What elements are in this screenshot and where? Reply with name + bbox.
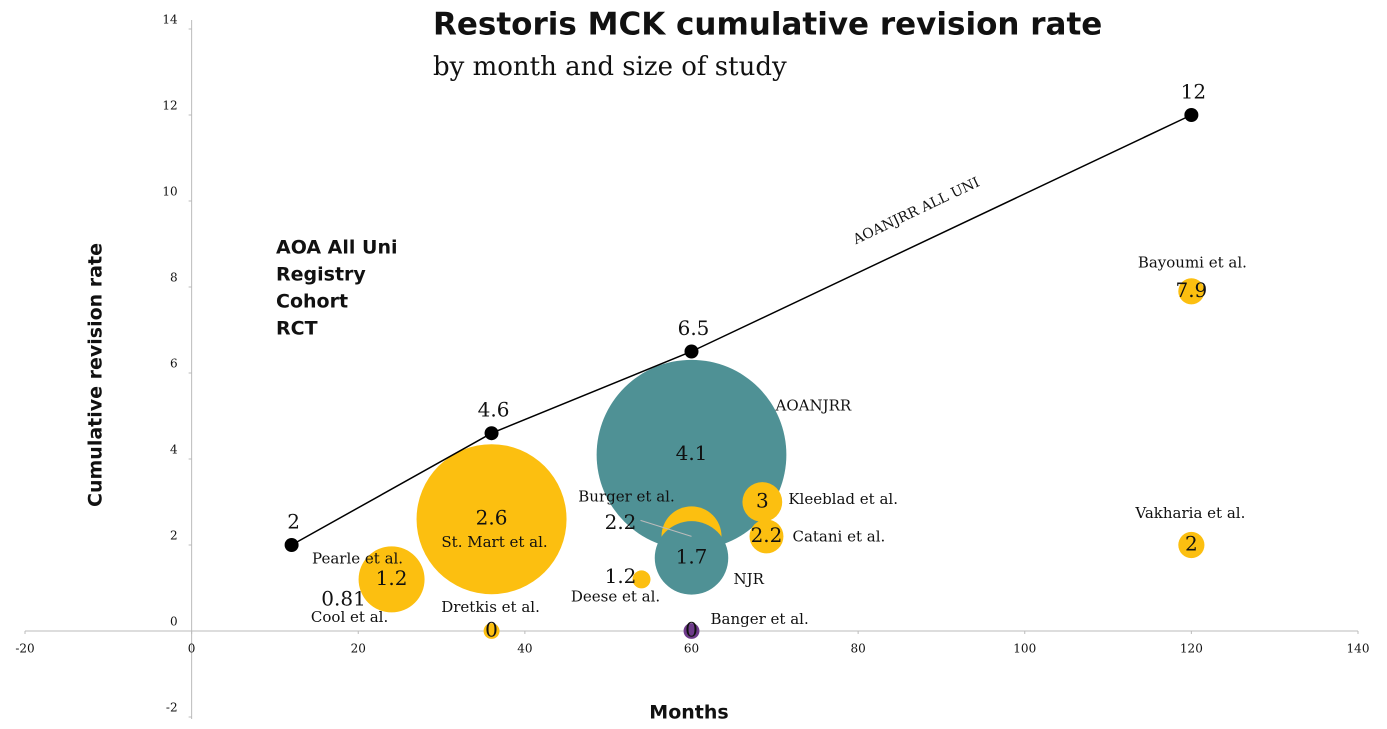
value-label: 0 (685, 618, 698, 642)
value-label: 1.2 (376, 566, 408, 590)
x-tick-label: 100 (1013, 642, 1036, 656)
point-label: Catani et al. (792, 527, 885, 545)
point-label: NJR (734, 570, 765, 588)
bubble (654, 521, 729, 595)
leader-line (640, 519, 692, 537)
x-tick-label: 140 (1347, 642, 1370, 656)
x-tick-label: 20 (351, 642, 366, 656)
value-label: 2 (287, 510, 300, 534)
bubble (483, 623, 500, 639)
x-tick-label: 0 (188, 642, 196, 656)
x-tick-label: 60 (684, 642, 699, 656)
point-label: Pearle et al. (312, 549, 403, 567)
legend-entry: Registry (276, 264, 366, 286)
point-label: Burger et al. (578, 487, 674, 505)
line (291, 114, 1192, 546)
value-label: 2.2 (751, 523, 783, 547)
bubble (1178, 278, 1205, 305)
y-tick-label: 10 (162, 185, 177, 199)
bubble (1178, 531, 1205, 559)
legend-entry: AOA All Uni (276, 237, 397, 259)
y-tick-label: 2 (170, 529, 178, 543)
value-label: 6.5 (678, 316, 710, 340)
x-tick-label: 40 (517, 642, 532, 656)
line-point (284, 538, 299, 552)
x-tick-label: 80 (850, 642, 865, 656)
chart-title: Restoris MCK cumulative revision rate (433, 7, 1102, 43)
x-tick-label: -20 (15, 642, 34, 656)
value-label: 4.1 (676, 441, 708, 465)
line-point (484, 426, 499, 441)
legend-entry: RCT (276, 318, 318, 340)
chart-subtitle: by month and size of study (433, 52, 787, 82)
point-label: Dretkis et al. (441, 598, 540, 616)
value-label: 12 (1181, 80, 1206, 104)
bubble (742, 482, 783, 522)
y-tick-label: 8 (170, 271, 178, 285)
bubble (683, 623, 700, 639)
point-label: Bayoumi et al. (1138, 253, 1247, 271)
line-point (1184, 108, 1199, 122)
value-label: 0 (485, 618, 498, 642)
point-label: Cool et al. (311, 608, 388, 626)
bubble (358, 546, 425, 613)
x-tick-label: 120 (1180, 642, 1203, 656)
y-axis-label: Cumulative revision rate (85, 243, 107, 507)
point-label: Kleeblad et al. (788, 490, 898, 508)
legend-entry: Cohort (276, 291, 348, 313)
value-label: 1.7 (676, 544, 708, 568)
point-label: St. Mart et al. (441, 533, 547, 551)
value-label: 0.81 (321, 587, 366, 611)
point-label: Banger et al. (711, 610, 809, 628)
bubble (749, 519, 784, 554)
bubble (596, 359, 787, 550)
bubble (632, 570, 651, 589)
point-label: AOANJRR (775, 397, 852, 415)
y-tick-label: 0 (170, 615, 178, 629)
bubble (416, 444, 567, 595)
y-tick-label: 4 (170, 443, 178, 457)
y-tick-label: -2 (166, 701, 178, 715)
line-point (684, 344, 699, 359)
value-label: 7.9 (1175, 278, 1207, 302)
x-axis-label: Months (649, 702, 728, 724)
value-label: 4.6 (478, 398, 510, 422)
line-annotation: AOANJRR ALL UNI (850, 175, 982, 249)
value-label: 3 (756, 489, 769, 513)
y-tick-label: 14 (162, 13, 178, 27)
value-label: 2 (1185, 532, 1198, 556)
value-label: 1.2 (605, 564, 637, 588)
point-label: Vakharia et al. (1134, 504, 1245, 522)
value-label: 2.2 (605, 510, 637, 534)
y-tick-label: 12 (162, 99, 177, 113)
y-tick-label: 6 (170, 357, 178, 371)
value-label: 2.6 (476, 506, 508, 530)
point-label: Deese et al. (571, 587, 660, 605)
